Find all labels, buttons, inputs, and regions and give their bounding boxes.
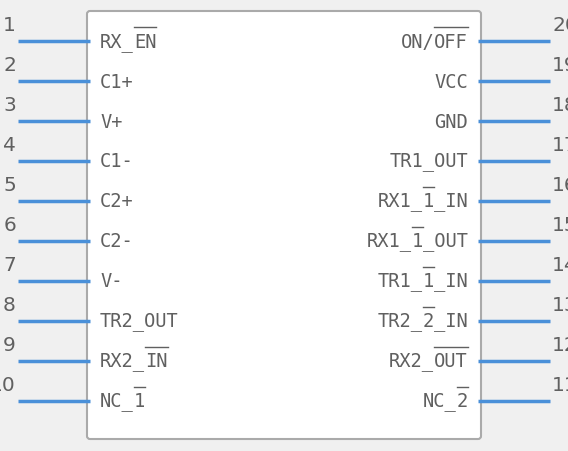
Text: TR2_OUT: TR2_OUT: [100, 312, 179, 331]
Text: TR2_: TR2_: [378, 312, 423, 331]
Text: RX1_: RX1_: [378, 192, 423, 211]
Text: 17: 17: [552, 136, 568, 155]
Text: EN: EN: [133, 32, 156, 51]
Text: _IN: _IN: [435, 312, 468, 331]
Text: _IN: _IN: [435, 272, 468, 291]
Text: 12: 12: [552, 335, 568, 354]
Text: 16: 16: [552, 175, 568, 194]
Text: 2: 2: [423, 312, 435, 331]
Text: VCC: VCC: [435, 72, 468, 91]
Text: 13: 13: [552, 295, 568, 314]
Text: 20: 20: [552, 16, 568, 35]
Text: 9: 9: [3, 335, 16, 354]
Text: 3: 3: [3, 96, 16, 115]
Text: C2+: C2+: [100, 192, 133, 211]
Text: 14: 14: [552, 255, 568, 274]
Text: 1: 1: [423, 272, 435, 291]
Text: C2-: C2-: [100, 232, 133, 251]
FancyBboxPatch shape: [87, 12, 481, 439]
Text: 2: 2: [3, 56, 16, 75]
Text: RX2_: RX2_: [100, 352, 145, 371]
Text: V+: V+: [100, 112, 123, 131]
Text: 1: 1: [3, 16, 16, 35]
Text: ON/: ON/: [400, 32, 435, 51]
Text: 11: 11: [552, 375, 568, 394]
Text: 15: 15: [552, 216, 568, 235]
Text: OFF: OFF: [435, 32, 468, 51]
Text: 4: 4: [3, 136, 16, 155]
Text: 7: 7: [3, 255, 16, 274]
Text: _OUT: _OUT: [423, 232, 468, 251]
Text: NC_: NC_: [100, 391, 133, 410]
Text: 10: 10: [0, 375, 16, 394]
Text: IN: IN: [145, 352, 168, 371]
Text: C1-: C1-: [100, 152, 133, 171]
Text: OUT: OUT: [435, 352, 468, 371]
Text: TR1_OUT: TR1_OUT: [389, 152, 468, 171]
Text: RX2_: RX2_: [389, 352, 435, 371]
Text: 5: 5: [3, 175, 16, 194]
Text: 2: 2: [457, 391, 468, 410]
Text: NC_: NC_: [423, 391, 457, 410]
Text: 1: 1: [133, 391, 145, 410]
Text: 8: 8: [3, 295, 16, 314]
Text: C1+: C1+: [100, 72, 133, 91]
Text: RX_: RX_: [100, 32, 133, 51]
Text: 19: 19: [552, 56, 568, 75]
Text: RX1_: RX1_: [367, 232, 412, 251]
Text: V-: V-: [100, 272, 123, 291]
Text: 18: 18: [552, 96, 568, 115]
Text: 6: 6: [3, 216, 16, 235]
Text: _IN: _IN: [435, 192, 468, 211]
Text: GND: GND: [435, 112, 468, 131]
Text: TR1_: TR1_: [378, 272, 423, 291]
Text: 1: 1: [412, 232, 423, 251]
Text: 1: 1: [423, 192, 435, 211]
